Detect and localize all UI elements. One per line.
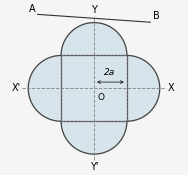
Text: X: X bbox=[168, 83, 174, 93]
Polygon shape bbox=[61, 55, 127, 121]
Polygon shape bbox=[61, 121, 127, 154]
Polygon shape bbox=[127, 55, 160, 121]
Polygon shape bbox=[28, 55, 61, 121]
Text: 2a: 2a bbox=[104, 68, 115, 77]
Text: B: B bbox=[153, 11, 159, 22]
Text: X': X' bbox=[11, 83, 20, 93]
Text: Y: Y bbox=[91, 5, 97, 15]
Polygon shape bbox=[61, 23, 127, 55]
Text: O: O bbox=[98, 93, 105, 102]
Text: Y': Y' bbox=[90, 162, 98, 172]
Text: A: A bbox=[29, 4, 35, 14]
